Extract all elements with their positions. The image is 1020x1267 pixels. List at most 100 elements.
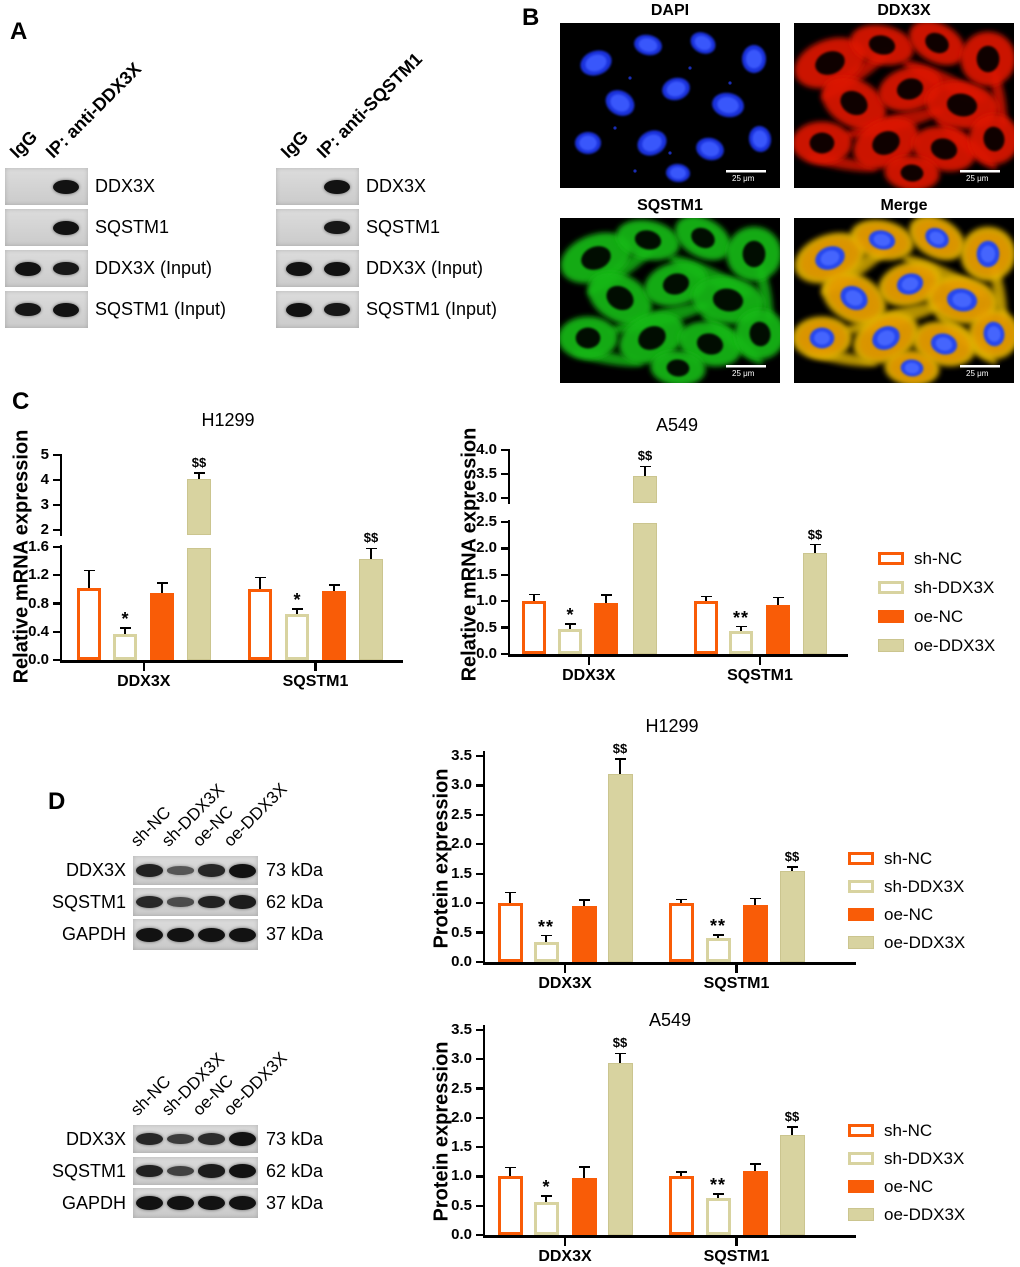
error-bar-line [754, 1164, 756, 1172]
y-tick-label: 2.0 [451, 835, 472, 853]
error-bar-line [569, 623, 571, 629]
error-bar-cap [193, 472, 205, 474]
blot-strip [276, 168, 359, 205]
significance-label: ** [709, 1175, 726, 1195]
bar [803, 552, 827, 654]
blot-band [197, 1164, 225, 1178]
y-tick [475, 872, 483, 875]
blot-strip [133, 1188, 258, 1218]
micrograph-title-merge: Merge [880, 197, 928, 214]
blot-band [228, 1132, 256, 1146]
bar-segment-lower [633, 523, 657, 654]
y-tick-label: 3.5 [476, 465, 497, 482]
error-bar-line [533, 594, 535, 602]
blot-row-label: DDX3X [366, 176, 427, 196]
error-bar-cap [119, 627, 131, 629]
error-bar-cap [578, 899, 590, 901]
x-group-tick [735, 1238, 738, 1246]
y-tick-label: 3.0 [451, 1050, 472, 1068]
blot-band [324, 261, 350, 276]
chart-title: A549 [648, 1010, 692, 1030]
y-axis [482, 751, 485, 964]
y-tick [500, 600, 508, 603]
bar [571, 1177, 597, 1235]
blot-band [15, 302, 41, 317]
y-tick [475, 1204, 483, 1207]
error-bar-line [754, 898, 756, 906]
error-bar-line [705, 596, 707, 602]
x-axis [482, 1235, 856, 1238]
x-group-tick [587, 657, 590, 665]
y-tick-label: 4.0 [476, 441, 497, 458]
lane-label: IgG [276, 126, 313, 162]
blot-band [53, 261, 79, 276]
bar [285, 614, 309, 660]
error-bar-cap [614, 1052, 626, 1055]
bar-segment-upper [633, 476, 657, 503]
y-tick [500, 448, 508, 452]
y-tick [500, 472, 508, 476]
bar [668, 903, 694, 962]
y-tick [52, 658, 60, 662]
error-bar-cap [712, 1193, 724, 1195]
y-tick-label: 1.6 [28, 538, 49, 555]
y-tick-label: 0.8 [28, 594, 49, 612]
y-tick [475, 960, 483, 964]
y-tick-label: 2.5 [451, 1079, 472, 1097]
blot-row-label: DDX3X [65, 860, 126, 880]
error-bar-line [333, 585, 335, 591]
bar [705, 1197, 731, 1235]
y-tick-label: 3.5 [451, 747, 472, 764]
bar [729, 630, 753, 654]
blot-row-label: DDX3X (Input) [366, 258, 484, 278]
error-bar-line [583, 1167, 585, 1178]
significance-label: $$ [612, 1035, 628, 1051]
error-bar-line [583, 900, 585, 907]
bar [742, 905, 768, 962]
legend-swatch-oe-DDX3X [848, 936, 874, 949]
error-bar-cap [600, 594, 612, 596]
blot-band [53, 220, 79, 235]
error-bar-line [545, 935, 547, 942]
panel-b-label: B [522, 4, 540, 31]
error-bar-line [259, 577, 261, 589]
error-bar-line [509, 1167, 511, 1177]
bar [694, 601, 718, 654]
legend-label-sh-DDX3X: sh-DDX3X [884, 1149, 965, 1168]
y-tick [475, 813, 483, 817]
y-tick [52, 528, 60, 532]
y-tick [500, 496, 508, 500]
legend-swatch-oe-NC [848, 1180, 874, 1193]
blot-row-label: SQSTM1 [51, 891, 126, 912]
blot-band [135, 1164, 163, 1178]
error-bar-cap [504, 891, 516, 894]
error-bar-line [545, 1195, 547, 1202]
panel-c-label: C [12, 388, 30, 415]
bar [607, 1062, 633, 1235]
y-tick [475, 1087, 483, 1090]
y-tick-label: 0.0 [451, 1226, 472, 1243]
blot-kda-label: 73 kDa [266, 860, 324, 880]
y-tick [52, 630, 60, 633]
legend-swatch-sh-DDX3X [848, 1152, 874, 1165]
legend-swatch-sh-NC [848, 852, 874, 865]
bar [77, 587, 101, 660]
micrograph-title-dapi: DAPI [650, 2, 690, 19]
y-tick-label: 5 [40, 446, 49, 463]
significance-label: $$ [637, 448, 653, 464]
blot-band [135, 1132, 163, 1146]
blot-strip [276, 209, 359, 246]
x-axis [482, 962, 856, 965]
bar-segment-lower [187, 548, 211, 660]
chart-title: H1299 [201, 410, 255, 430]
blot-row-label: SQSTM1 [95, 217, 170, 237]
legend-label-sh-DDX3X: sh-DDX3X [914, 578, 995, 597]
error-bar-cap [786, 866, 798, 869]
y-axis-upper [59, 454, 62, 536]
y-tick-label: 1.5 [451, 864, 472, 882]
blot-band [286, 261, 312, 276]
blot-strip [133, 1125, 258, 1153]
y-tick-label: 3.0 [451, 776, 472, 794]
bar [533, 1201, 559, 1235]
error-bar-line [509, 892, 511, 904]
